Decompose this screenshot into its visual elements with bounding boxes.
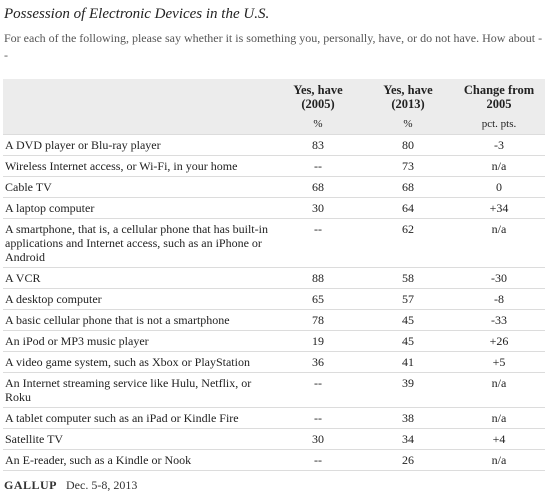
table-row: A tablet computer such as an iPad or Kin… (3, 407, 545, 429)
row-label: Cable TV (3, 176, 273, 198)
row-value: +5 (453, 351, 545, 373)
table-body: A DVD player or Blu-ray player 83 80 -3 Wire… (3, 134, 545, 471)
table-row: A VCR 88 58 -30 (3, 267, 545, 289)
row-value: 80 (363, 134, 453, 156)
date: Dec. 5-8, 2013 (66, 478, 138, 492)
title: Possession of Electronic Devices in the … (4, 6, 270, 22)
row-value: 39 (363, 372, 453, 408)
row-value: 64 (363, 197, 453, 219)
row-value: 68 (273, 176, 363, 198)
table-row: Cable TV 68 68 0 (3, 176, 545, 198)
row-value: 57 (363, 288, 453, 310)
row-value: -30 (453, 267, 545, 289)
data-table: Yes, have (2005) Yes, have (2013) Change… (3, 79, 545, 471)
row-label: A VCR (3, 267, 273, 289)
row-value: n/a (453, 449, 545, 471)
row-value: 36 (273, 351, 363, 373)
row-value: -3 (453, 134, 545, 156)
row-value: 83 (273, 134, 363, 156)
row-value: 65 (273, 288, 363, 310)
table-row: A DVD player or Blu-ray player 83 80 -3 (3, 134, 545, 156)
table-row: A smartphone, that is, a cellular phone … (3, 218, 545, 268)
source: GALLUP (4, 478, 58, 492)
row-value: 45 (363, 309, 453, 331)
row-label: A smartphone, that is, a cellular phone … (3, 218, 273, 268)
row-value: 38 (363, 407, 453, 429)
row-value: n/a (453, 407, 545, 429)
row-label: An E-reader, such as a Kindle or Nook (3, 449, 273, 471)
row-label: An Internet streaming service like Hulu,… (3, 372, 273, 408)
table-row: Satellite TV 30 34 +4 (3, 428, 545, 450)
row-value: +34 (453, 197, 545, 219)
units-cell: % (273, 114, 363, 135)
table-row: A video game system, such as Xbox or Pla… (3, 351, 545, 373)
table-head: Yes, have (2005) Yes, have (2013) Change… (3, 79, 545, 135)
row-value: -- (273, 218, 363, 268)
row-label: A laptop computer (3, 197, 273, 219)
table-row: A basic cellular phone that is not a sma… (3, 309, 545, 331)
table-row: A desktop computer 65 57 -8 (3, 288, 545, 310)
row-value: 88 (273, 267, 363, 289)
row-value: n/a (453, 155, 545, 177)
row-value: 78 (273, 309, 363, 331)
row-label: An iPod or MP3 music player (3, 330, 273, 352)
row-value: +4 (453, 428, 545, 450)
row-value: -8 (453, 288, 545, 310)
row-value: -- (273, 407, 363, 429)
table-row: An iPod or MP3 music player 19 45 +26 (3, 330, 545, 352)
row-label: A tablet computer such as an iPad or Kin… (3, 407, 273, 429)
row-label: A basic cellular phone that is not a sma… (3, 309, 273, 331)
table-row: Wireless Internet access, or Wi-Fi, in y… (3, 155, 545, 177)
units-cell: pct. pts. (453, 114, 545, 135)
row-label: A video game system, such as Xbox or Pla… (3, 351, 273, 373)
row-value: 41 (363, 351, 453, 373)
units-cell: % (363, 114, 453, 135)
row-label: Wireless Internet access, or Wi-Fi, in y… (3, 155, 273, 177)
subtitle: For each of the following, please say wh… (4, 31, 543, 62)
row-value: -- (273, 449, 363, 471)
header-cell: Yes, have (2005) (273, 79, 363, 114)
table-row: An E-reader, such as a Kindle or Nook -- 2… (3, 449, 545, 471)
table-row: A laptop computer 30 64 +34 (3, 197, 545, 219)
row-value: n/a (453, 218, 545, 268)
row-value: 26 (363, 449, 453, 471)
row-value: 30 (273, 428, 363, 450)
row-value: 73 (363, 155, 453, 177)
row-value: 58 (363, 267, 453, 289)
row-value: -- (273, 155, 363, 177)
header-cell: Yes, have (2013) (363, 79, 453, 114)
header-cell: Change from 2005 (453, 79, 545, 114)
header-cell (3, 79, 273, 114)
row-value: 62 (363, 218, 453, 268)
row-label: A desktop computer (3, 288, 273, 310)
row-label: Satellite TV (3, 428, 273, 450)
row-value: 19 (273, 330, 363, 352)
row-value: -33 (453, 309, 545, 331)
row-value: -- (273, 372, 363, 408)
row-label: A DVD player or Blu-ray player (3, 134, 273, 156)
footer: GALLUP Dec. 5-8, 2013 (4, 478, 137, 493)
row-value: 34 (363, 428, 453, 450)
row-value: 45 (363, 330, 453, 352)
header-row: Yes, have (2005) Yes, have (2013) Change… (3, 79, 545, 114)
row-value: 30 (273, 197, 363, 219)
table-row: An Internet streaming service like Hulu,… (3, 372, 545, 408)
row-value: +26 (453, 330, 545, 352)
units-cell (3, 114, 273, 135)
row-value: 0 (453, 176, 545, 198)
row-value: 68 (363, 176, 453, 198)
row-value: n/a (453, 372, 545, 408)
units-row: % % pct. pts. (3, 114, 545, 135)
